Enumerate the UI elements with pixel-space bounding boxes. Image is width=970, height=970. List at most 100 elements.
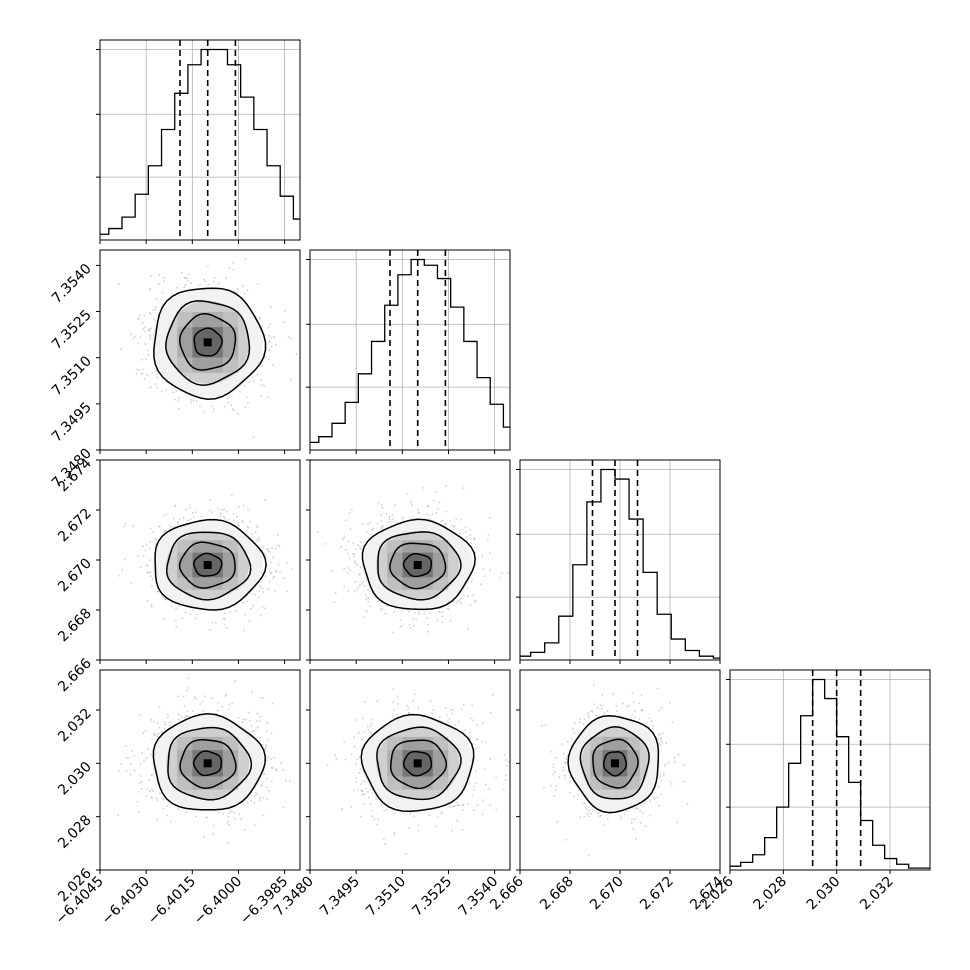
sample-point (460, 602, 462, 605)
sample-point (252, 604, 255, 607)
sample-point (137, 317, 140, 320)
sample-point (155, 369, 157, 372)
sample-point (239, 390, 241, 393)
sample-point (256, 526, 258, 529)
sample-point (142, 545, 145, 548)
sample-point (185, 277, 188, 280)
sample-point (488, 517, 491, 520)
sample-point (231, 494, 233, 497)
sample-point (349, 569, 352, 572)
contour-line (389, 542, 447, 590)
sample-point (287, 336, 290, 338)
sample-point (183, 286, 186, 289)
sample-point (270, 345, 273, 348)
sample-point (150, 575, 152, 578)
sample-point (232, 409, 235, 411)
sample-point (259, 715, 262, 718)
sample-point (159, 792, 161, 795)
sample-point (258, 590, 261, 592)
sample-point (167, 713, 169, 716)
sample-point (244, 405, 247, 408)
sample-point (203, 411, 206, 414)
sample-point (141, 751, 144, 754)
sample-point (446, 607, 449, 610)
sample-point (346, 572, 349, 575)
sample-point (380, 513, 383, 516)
sample-point (169, 721, 172, 723)
sample-point (145, 544, 148, 547)
sample-point (261, 364, 264, 367)
sample-point (259, 614, 262, 617)
sample-point (190, 282, 192, 285)
sample-point (417, 508, 420, 511)
sample-point (175, 620, 177, 622)
sample-point (143, 377, 146, 380)
sample-point (189, 518, 192, 521)
sample-point (229, 610, 232, 613)
sample-point (429, 518, 431, 521)
sample-point (426, 617, 428, 620)
density-cell (207, 357, 223, 373)
density-cell (387, 540, 403, 553)
sample-point (211, 621, 214, 624)
sample-point (259, 696, 262, 699)
sample-point (236, 288, 239, 291)
sample-point (466, 539, 469, 541)
sample-point (352, 553, 355, 556)
sample-point (354, 580, 357, 583)
sample-point (451, 524, 454, 527)
density-layer (316, 484, 510, 634)
sample-point (235, 610, 238, 612)
sample-point (192, 609, 195, 612)
sample-point (150, 718, 153, 721)
sample-point (269, 323, 271, 326)
sample-point (148, 329, 151, 332)
sample-point (488, 552, 491, 555)
sample-point (347, 540, 350, 543)
sample-point (435, 491, 438, 494)
sample-point (438, 501, 441, 504)
sample-point (271, 546, 273, 549)
sample-point (469, 529, 471, 531)
sample-point (187, 519, 189, 522)
density-layer (117, 258, 298, 439)
sample-point (472, 594, 475, 597)
sample-point (348, 557, 351, 559)
sample-point (219, 514, 222, 517)
sample-point (268, 580, 271, 583)
sample-point (148, 287, 151, 290)
sample-point (261, 606, 264, 608)
sample-point (359, 545, 361, 548)
sample-point (289, 337, 292, 340)
sample-point (163, 277, 166, 279)
sample-point (211, 405, 214, 408)
sample-point (254, 531, 257, 533)
sample-point (219, 512, 222, 515)
sample-point (173, 517, 175, 520)
sample-point (175, 625, 178, 628)
sample-point (212, 824, 215, 827)
panel-frame (309, 459, 511, 661)
sample-point (172, 391, 175, 394)
sample-point (125, 770, 128, 773)
sample-point (224, 617, 227, 620)
sample-point (248, 381, 251, 384)
sample-point (440, 521, 443, 523)
contour-line (179, 312, 237, 371)
sample-point (399, 618, 402, 621)
sample-point (151, 789, 154, 792)
density-cell (387, 552, 403, 565)
sample-point (486, 538, 489, 541)
sample-point (385, 605, 388, 607)
sample-point (137, 810, 140, 813)
sample-point (366, 610, 369, 613)
sample-point (372, 527, 375, 530)
sample-point (360, 583, 363, 585)
sample-point (268, 335, 271, 337)
sample-point (418, 611, 421, 613)
sample-point (222, 617, 225, 620)
sample-point (356, 589, 358, 591)
sample-point (265, 548, 268, 551)
sample-point (189, 506, 192, 509)
sample-point (146, 788, 148, 791)
